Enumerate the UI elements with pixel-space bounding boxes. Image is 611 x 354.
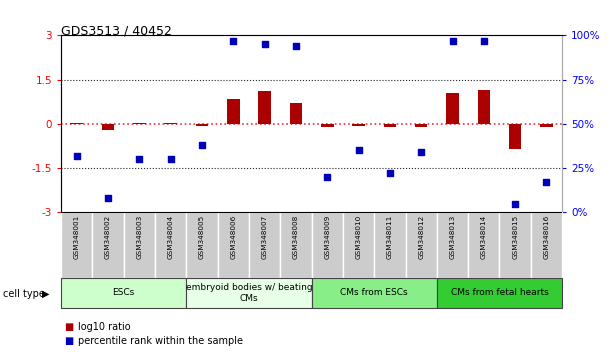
Bar [321,124,334,127]
Text: GSM348006: GSM348006 [230,215,236,259]
Text: ■: ■ [64,336,73,346]
Bar [61,212,92,278]
Bar [186,278,312,308]
Text: CMs from fetal hearts: CMs from fetal hearts [451,289,548,297]
Bar [61,278,186,308]
Text: cell type: cell type [3,289,45,299]
Bar [343,212,375,278]
Point [354,148,364,153]
Point [385,171,395,176]
Text: GSM348011: GSM348011 [387,215,393,259]
Bar [133,123,145,124]
Bar [509,124,521,149]
Point [103,195,113,201]
Text: ESCs: ESCs [112,289,135,297]
Text: ▶: ▶ [42,289,49,299]
Bar [446,93,459,124]
Bar [249,212,280,278]
Bar [478,90,490,124]
Point [166,156,175,162]
Bar [155,212,186,278]
Text: GSM348001: GSM348001 [74,215,80,259]
Text: GSM348005: GSM348005 [199,215,205,259]
Point [134,156,144,162]
Text: GSM348016: GSM348016 [543,215,549,259]
Bar [92,212,123,278]
Point [510,201,520,206]
Text: log10 ratio: log10 ratio [78,322,130,332]
Bar [406,212,437,278]
Text: GSM348002: GSM348002 [105,215,111,259]
Bar [500,212,531,278]
Point [291,43,301,49]
Point [416,149,426,155]
Bar [531,212,562,278]
Point [323,174,332,180]
Text: GSM348003: GSM348003 [136,215,142,259]
Text: GSM348015: GSM348015 [512,215,518,259]
Text: GSM348014: GSM348014 [481,215,487,259]
Text: GSM348012: GSM348012 [418,215,424,259]
Bar [384,124,396,127]
Bar [540,124,553,127]
Text: embryoid bodies w/ beating
CMs: embryoid bodies w/ beating CMs [186,283,312,303]
Bar [312,278,437,308]
Bar [196,124,208,126]
Text: GDS3513 / 40452: GDS3513 / 40452 [61,25,172,38]
Point [197,142,207,148]
Point [541,179,551,185]
Text: ■: ■ [64,322,73,332]
Bar [290,103,302,124]
Bar [218,212,249,278]
Text: CMs from ESCs: CMs from ESCs [340,289,408,297]
Text: GSM348010: GSM348010 [356,215,362,259]
Bar [123,212,155,278]
Text: GSM348008: GSM348008 [293,215,299,259]
Bar [280,212,312,278]
Bar [164,123,177,124]
Point [72,153,82,159]
Bar [102,124,114,130]
Point [229,38,238,44]
Text: percentile rank within the sample: percentile rank within the sample [78,336,243,346]
Point [479,38,489,44]
Point [260,41,269,47]
Bar [374,212,406,278]
Bar [468,212,500,278]
Bar [70,123,83,124]
Bar [415,124,428,127]
Bar [437,278,562,308]
Bar [186,212,218,278]
Text: GSM348007: GSM348007 [262,215,268,259]
Text: GSM348009: GSM348009 [324,215,331,259]
Text: GSM348004: GSM348004 [167,215,174,259]
Bar [312,212,343,278]
Bar [353,124,365,126]
Bar [227,99,240,124]
Bar [258,91,271,124]
Point [448,38,458,44]
Text: GSM348013: GSM348013 [450,215,456,259]
Bar [437,212,468,278]
